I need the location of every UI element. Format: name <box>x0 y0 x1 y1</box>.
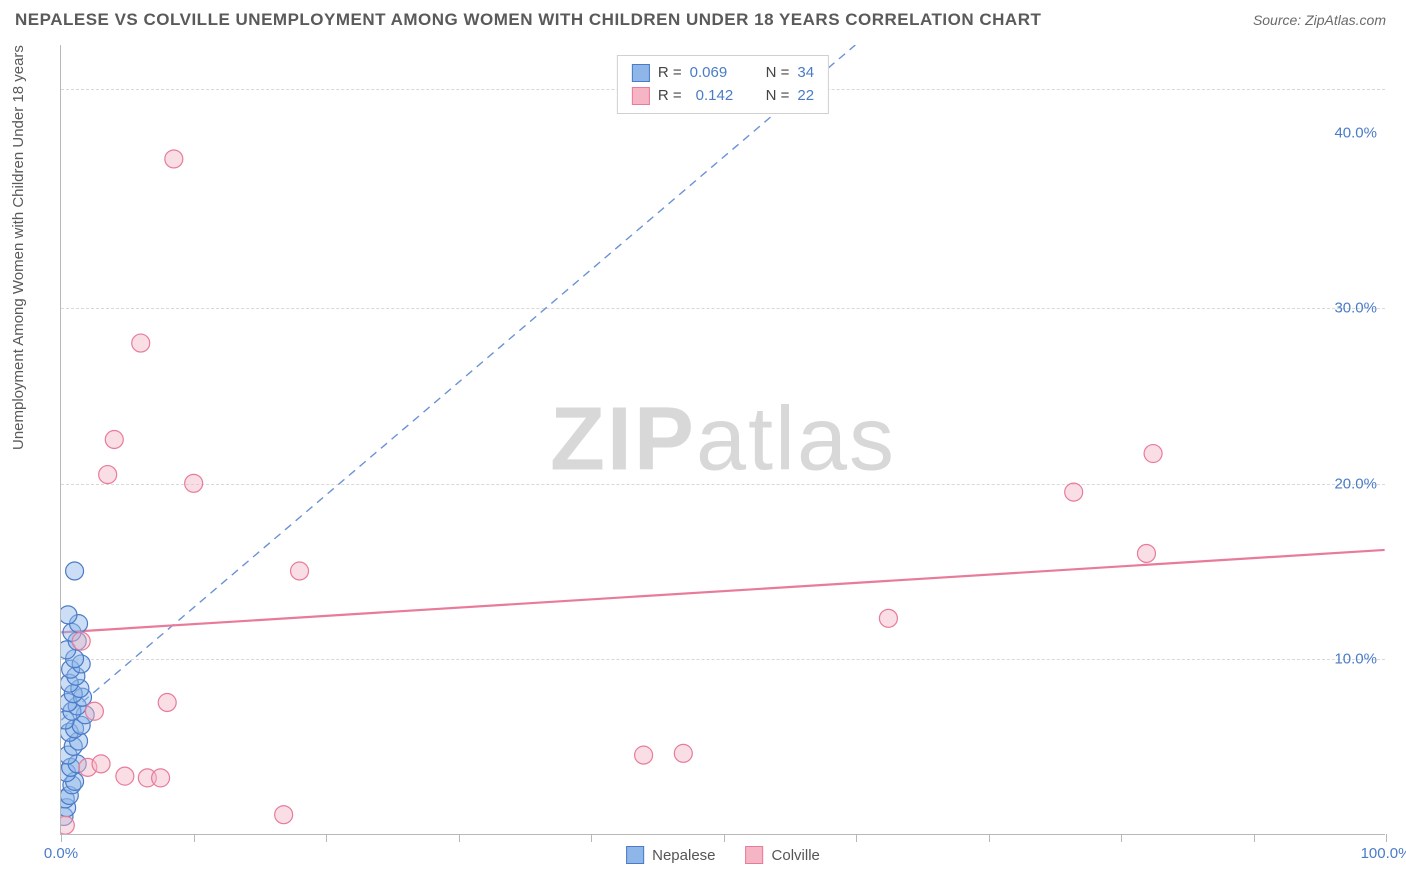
data-point-colville <box>116 767 134 785</box>
plot-svg <box>61 45 1385 834</box>
x-tick <box>1386 834 1387 842</box>
trend-line-colville <box>61 550 1384 632</box>
data-point-colville <box>674 744 692 762</box>
trend-line-nepalese <box>61 45 855 720</box>
data-point-colville <box>165 150 183 168</box>
y-axis-label: Unemployment Among Women with Children U… <box>10 45 27 450</box>
x-tick <box>989 834 990 842</box>
swatch-nepalese <box>632 64 650 82</box>
data-point-colville <box>1144 445 1162 463</box>
legend-stats-row-nepalese: R = 0.069 N = 34 <box>632 62 814 85</box>
x-tick-label: 0.0% <box>44 845 78 862</box>
data-point-colville <box>72 632 90 650</box>
source-attribution: Source: ZipAtlas.com <box>1253 12 1386 28</box>
x-tick <box>459 834 460 842</box>
x-tick <box>591 834 592 842</box>
legend-label-colville: Colville <box>772 847 820 864</box>
x-tick <box>856 834 857 842</box>
data-point-colville <box>152 769 170 787</box>
r-value-nepalese: 0.069 <box>690 62 740 85</box>
data-point-colville <box>85 702 103 720</box>
data-point-colville <box>275 806 293 824</box>
data-point-colville <box>61 816 74 834</box>
x-tick <box>1121 834 1122 842</box>
data-point-nepalese <box>61 606 77 624</box>
data-point-colville <box>158 694 176 712</box>
swatch-colville-bottom <box>746 846 764 864</box>
n-label-2: N = <box>766 85 790 108</box>
data-point-nepalese <box>66 562 84 580</box>
swatch-nepalese-bottom <box>626 846 644 864</box>
data-point-colville <box>99 466 117 484</box>
data-point-colville <box>105 431 123 449</box>
swatch-colville <box>632 87 650 105</box>
legend-stats-box: R = 0.069 N = 34 R = 0.142 N = 22 <box>617 55 829 114</box>
data-point-colville <box>879 609 897 627</box>
data-point-colville <box>635 746 653 764</box>
r-label: R = <box>658 62 682 85</box>
x-tick <box>61 834 62 842</box>
x-tick <box>1254 834 1255 842</box>
scatter-chart: ZIPatlas R = 0.069 N = 34 R = 0.142 N = … <box>60 45 1385 835</box>
legend-item-colville: Colville <box>746 846 820 864</box>
legend-stats-row-colville: R = 0.142 N = 22 <box>632 85 814 108</box>
data-point-colville <box>132 334 150 352</box>
n-label: N = <box>766 62 790 85</box>
x-tick <box>194 834 195 842</box>
n-value-nepalese: 34 <box>797 62 814 85</box>
data-point-colville <box>92 755 110 773</box>
data-point-colville <box>1137 544 1155 562</box>
r-label-2: R = <box>658 85 682 108</box>
r-value-colville: 0.142 <box>690 85 740 108</box>
legend-label-nepalese: Nepalese <box>652 847 715 864</box>
chart-title: NEPALESE VS COLVILLE UNEMPLOYMENT AMONG … <box>15 10 1041 30</box>
data-point-colville <box>185 474 203 492</box>
n-value-colville: 22 <box>797 85 814 108</box>
legend-item-nepalese: Nepalese <box>626 846 715 864</box>
data-point-colville <box>291 562 309 580</box>
data-point-colville <box>1065 483 1083 501</box>
x-tick-label: 100.0% <box>1361 845 1406 862</box>
x-tick <box>326 834 327 842</box>
x-tick <box>724 834 725 842</box>
legend-bottom: Nepalese Colville <box>626 846 820 864</box>
